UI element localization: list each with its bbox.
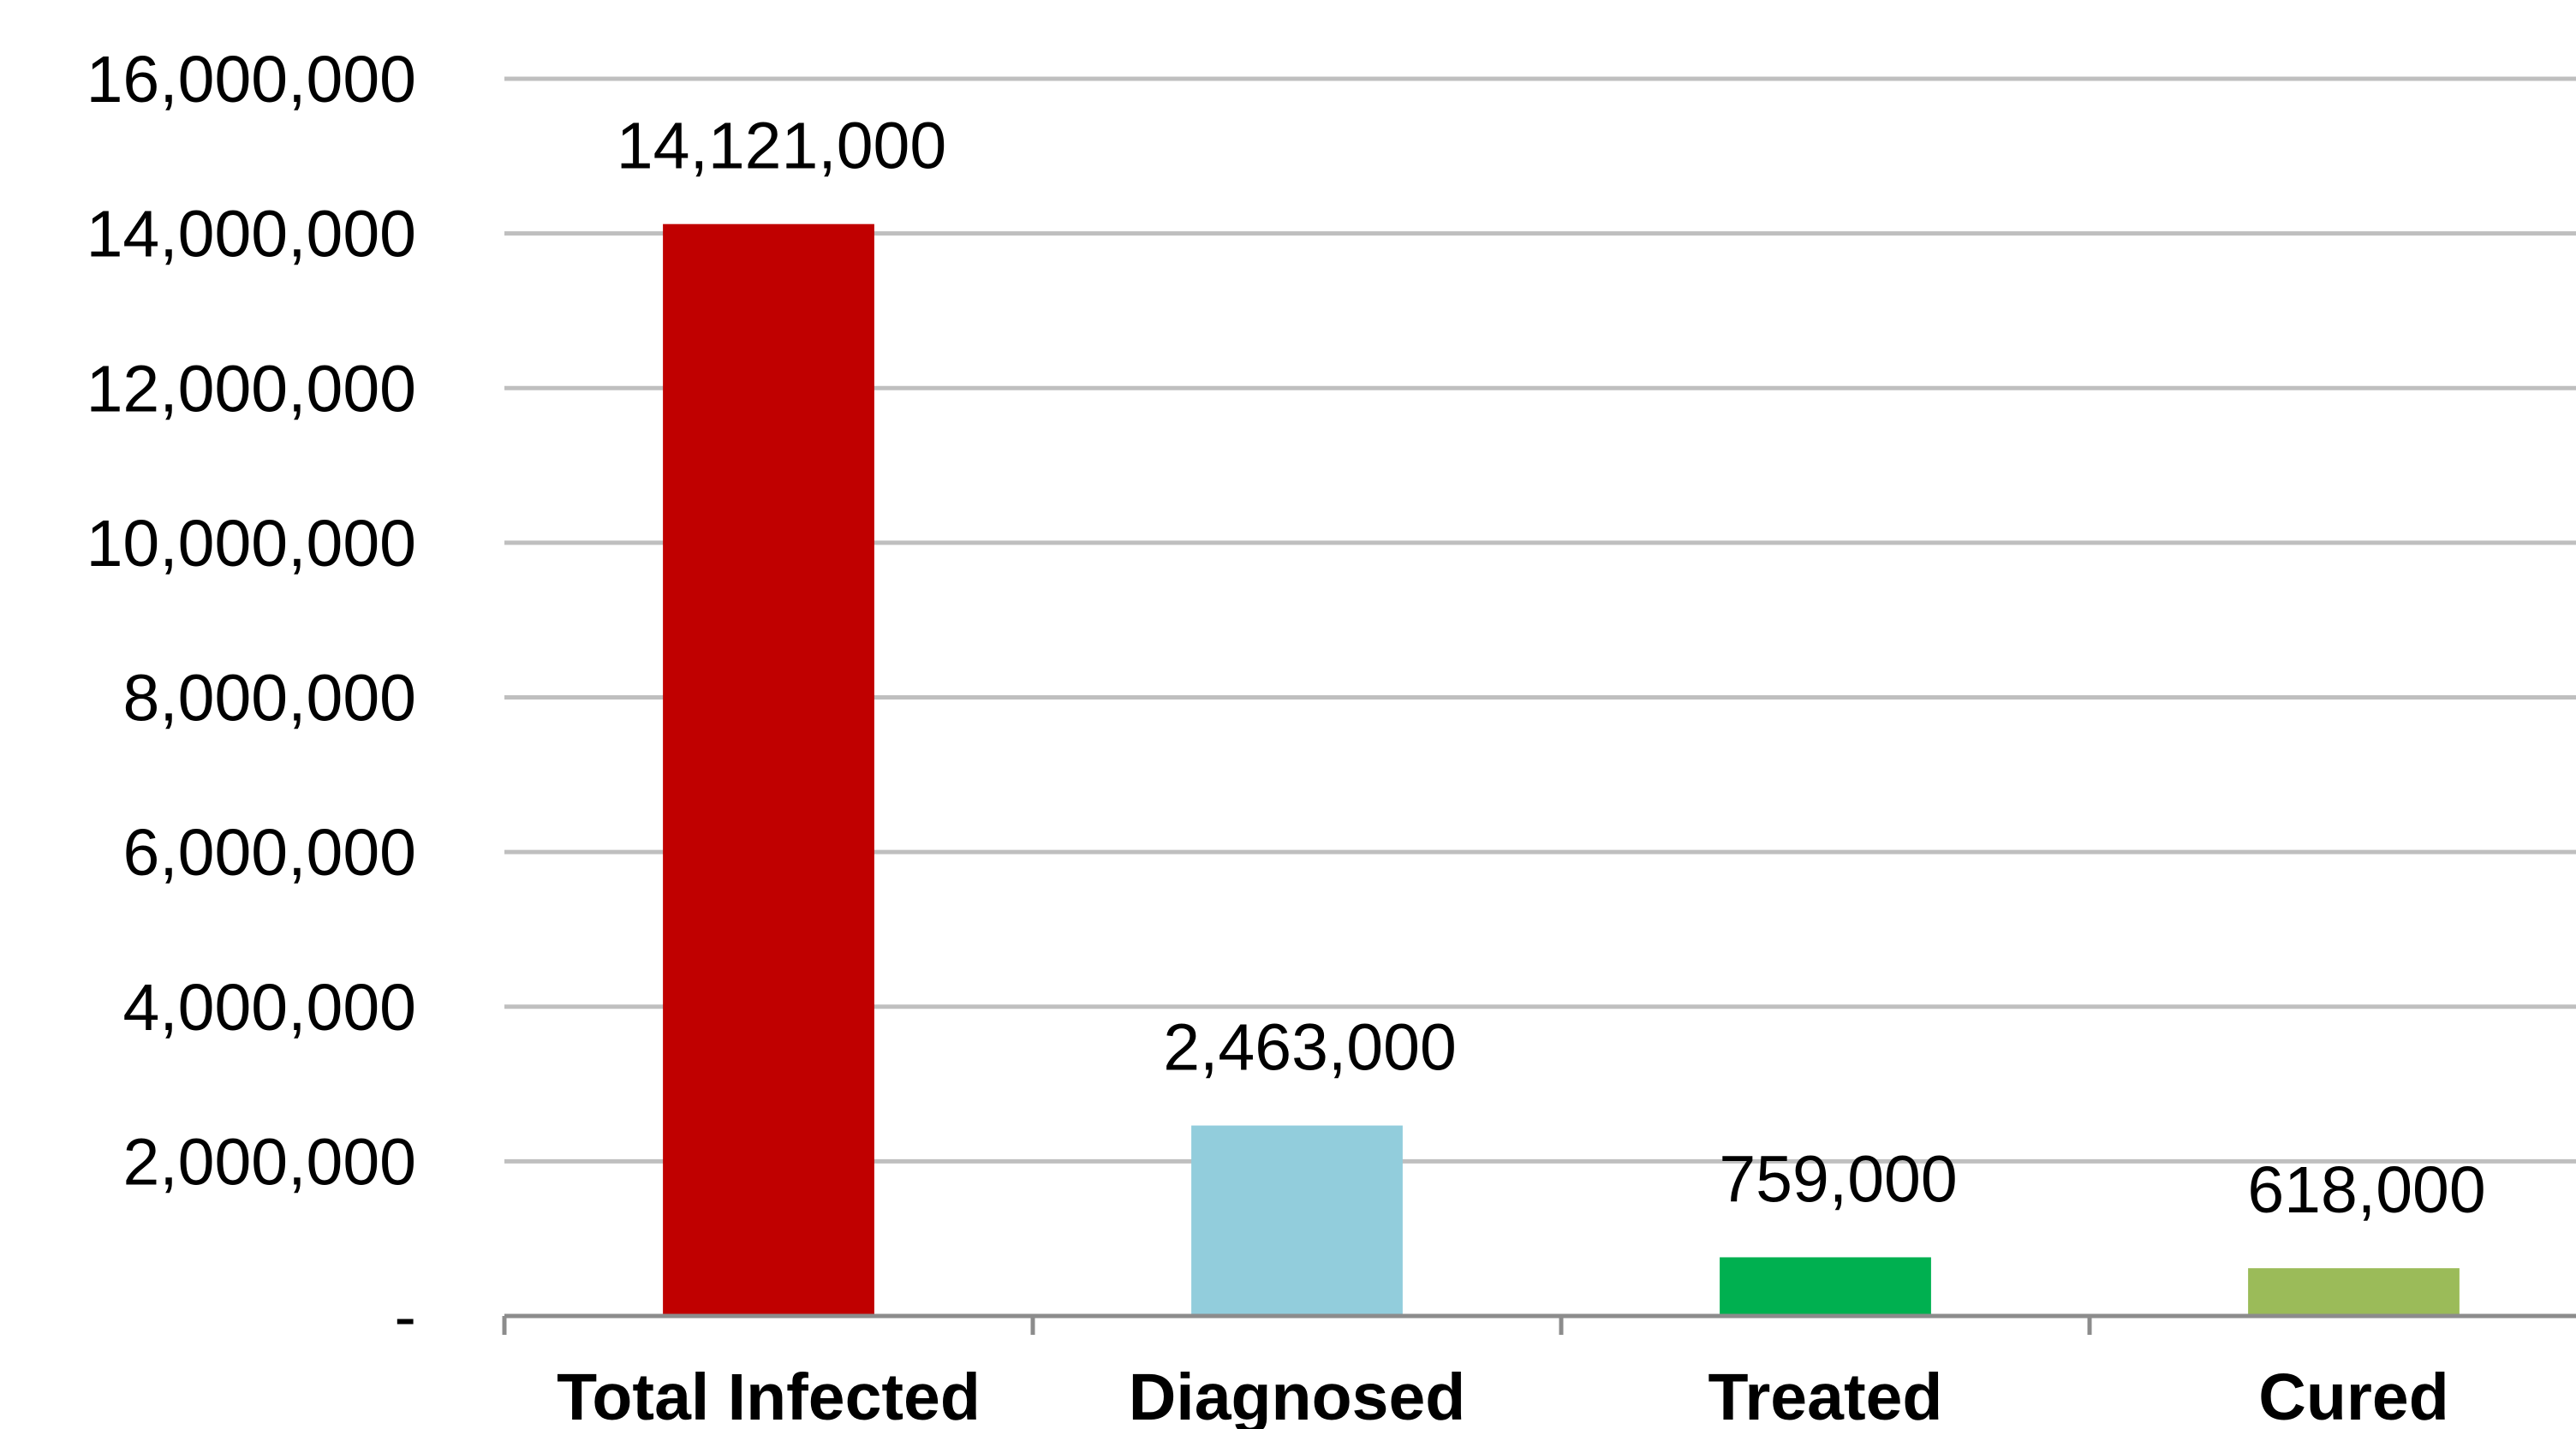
value-label: 618,000	[2247, 1153, 2485, 1227]
bar	[1191, 1125, 1403, 1316]
x-tick-label: Treated	[1708, 1361, 1943, 1429]
value-label: 14,121,000	[617, 110, 946, 183]
y-tick-label: 6,000,000	[122, 816, 416, 890]
x-tick-label: Diagnosed	[1129, 1361, 1466, 1429]
value-label: 2,463,000	[1163, 1011, 1457, 1085]
y-tick-label: 8,000,000	[122, 662, 416, 735]
y-tick-label: 16,000,000	[86, 43, 416, 116]
x-tick-label: Total Infected	[557, 1361, 981, 1429]
y-tick-label: 4,000,000	[122, 971, 416, 1045]
bar	[2248, 1268, 2460, 1316]
y-tick-label: 2,000,000	[122, 1125, 416, 1199]
y-tick-label: 10,000,000	[86, 507, 416, 581]
y-tick-label: 14,000,000	[86, 198, 416, 271]
y-tick-label: -	[394, 1280, 416, 1354]
bar	[663, 223, 874, 1317]
bar	[1720, 1257, 1931, 1316]
value-label: 759,000	[1719, 1142, 1957, 1216]
x-tick-label: Cured	[2258, 1361, 2448, 1429]
y-tick-label: 12,000,000	[86, 352, 416, 426]
